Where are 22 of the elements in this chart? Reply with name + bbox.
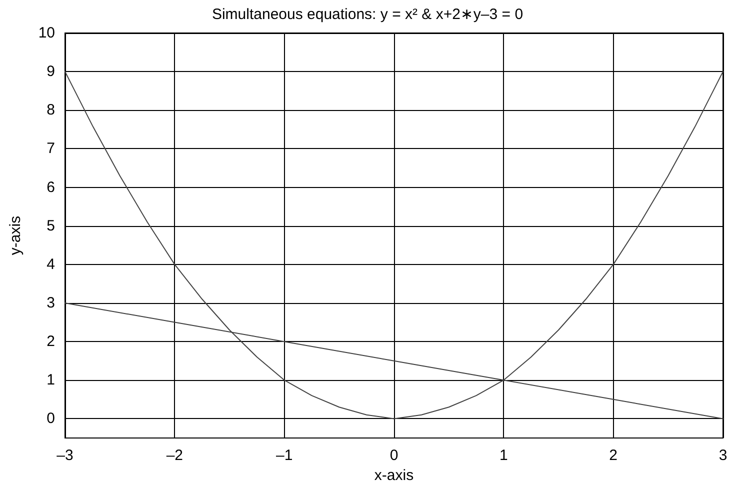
x-tick-label: –2	[166, 447, 184, 464]
y-tick-label: 0	[46, 410, 55, 428]
y-tick-label: 2	[46, 333, 55, 350]
x-tick-label: 3	[718, 447, 728, 464]
line-series	[64, 71, 724, 420]
y-tick-label: 3	[46, 294, 55, 312]
y-tick-label: 6	[46, 178, 55, 196]
x-tick-label: 1	[499, 447, 508, 464]
y-tick-label: 9	[46, 63, 55, 80]
x-tick-label: 2	[609, 447, 618, 464]
x-tick-label: –1	[276, 447, 293, 464]
y-tick-label: 10	[38, 24, 55, 42]
x-tick-label: –3	[56, 447, 74, 464]
x-tick-label: 0	[390, 447, 398, 464]
y-tick-label: 1	[46, 372, 55, 389]
y-axis-title: y-axis	[7, 216, 24, 256]
chart-title: Simultaneous equations: y = x² & x+2∗y–3 = 0	[212, 6, 524, 23]
x-axis-title: x-axis	[374, 467, 414, 484]
y-tick-label: 4	[46, 256, 55, 273]
y-tick-label: 7	[46, 140, 55, 158]
y-tick-label: 5	[46, 217, 55, 234]
y-tick-label: 8	[46, 102, 55, 119]
